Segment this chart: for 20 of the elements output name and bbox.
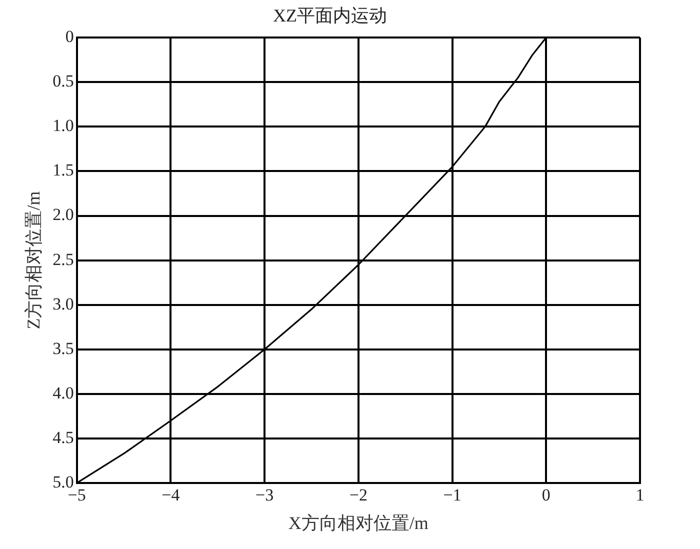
y-tick-label: 1.0 — [52, 116, 74, 136]
y-tick-label: 0.5 — [52, 72, 74, 91]
y-tick-label: 4.5 — [52, 428, 74, 447]
x-tick-label: −2 — [349, 486, 368, 505]
x-tick-label: 0 — [542, 486, 550, 505]
x-tick-label: 1 — [636, 486, 644, 505]
x-tick-label: −1 — [443, 486, 462, 505]
y-tick-label: 3.0 — [52, 294, 74, 314]
y-tick-label: 1.5 — [52, 160, 74, 180]
y-tick-label: 2.5 — [52, 250, 74, 269]
y-tick-label: 2.0 — [52, 205, 74, 224]
x-tick-label: −3 — [256, 486, 274, 505]
y-tick-label: 0 — [65, 27, 74, 46]
y-axis-title: Z方向相对位置/m — [24, 191, 44, 330]
x-tick-label: −4 — [162, 486, 180, 505]
y-tick-label: 5.0 — [52, 472, 74, 492]
x-axis-title: X方向相对位置/m — [288, 512, 428, 533]
y-tick-label: 4.0 — [52, 383, 74, 402]
y-tick-label: 3.5 — [52, 338, 74, 358]
chart-title: XZ平面内运动 — [273, 6, 387, 26]
